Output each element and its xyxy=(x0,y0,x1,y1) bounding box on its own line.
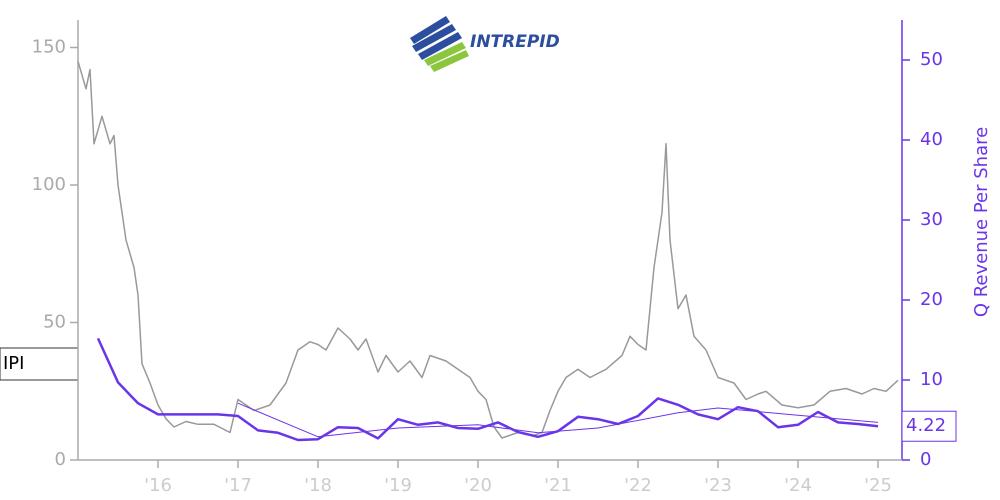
revenue-trend-line xyxy=(237,402,879,438)
y-tick-label: 50 xyxy=(43,312,66,333)
price-line xyxy=(77,61,899,439)
x-tick-label: '19 xyxy=(384,475,412,496)
revenue-line xyxy=(96,337,879,442)
y-tick-label: 0 xyxy=(55,449,66,470)
x-tick-label: '24 xyxy=(784,475,812,496)
y2-tick-label: 10 xyxy=(920,369,943,390)
x-tick-label: '18 xyxy=(304,475,332,496)
y-tick-label: 100 xyxy=(32,174,66,195)
y2-axis-title: Q Revenue Per Share xyxy=(971,127,992,317)
x-tick-label: '17 xyxy=(224,475,252,496)
ticker: IPI xyxy=(3,353,24,374)
y2-tick-label: 20 xyxy=(920,289,943,310)
x-tick-label: '22 xyxy=(624,475,652,496)
x-tick-label: '25 xyxy=(864,475,892,496)
y2-tick-label: 0 xyxy=(920,449,931,470)
x-tick-label: '16 xyxy=(144,475,172,496)
y-tick-label: 150 xyxy=(32,37,66,58)
x-tick-label: '20 xyxy=(464,475,492,496)
x-tick-label: '23 xyxy=(704,475,732,496)
last-value-label: 4.22 xyxy=(906,415,946,436)
last-value-box xyxy=(901,410,957,442)
y2-tick-label: 30 xyxy=(920,209,943,230)
logo-text: INTREPID xyxy=(470,32,560,52)
y2-tick-label: 50 xyxy=(920,49,943,70)
logo: INTREPID xyxy=(410,16,560,72)
x-tick-label: '21 xyxy=(544,475,572,496)
y2-tick-label: 40 xyxy=(920,129,943,150)
